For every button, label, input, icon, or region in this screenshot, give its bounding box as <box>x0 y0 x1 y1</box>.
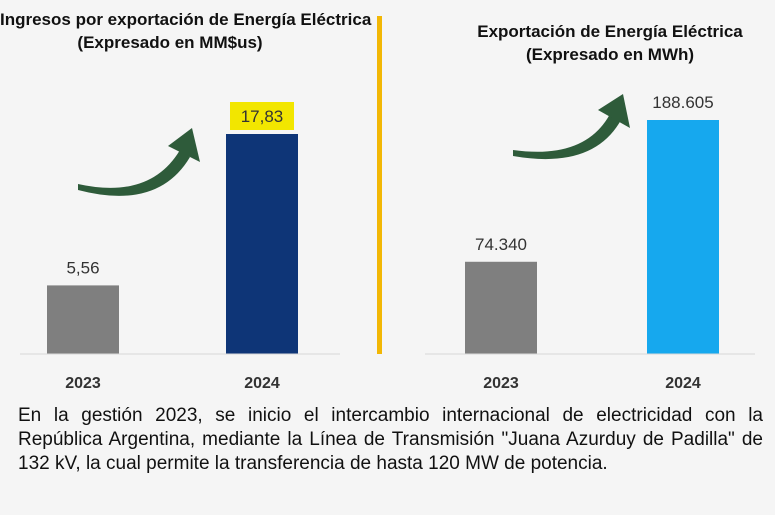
left-tick-label-2024: 2024 <box>244 375 280 392</box>
footnote-text: En la gestión 2023, se inicio el interca… <box>18 405 763 474</box>
right-bar-chart: 74.340 2023 188.605 2024 <box>425 93 755 392</box>
left-tick-label-2023: 2023 <box>65 375 101 392</box>
right-bar-2023 <box>465 261 537 354</box>
panel-divider <box>377 16 382 354</box>
right-chart-title: Exportación de Energía Eléctrica (Expres… <box>445 20 775 66</box>
left-chart-title-line1: Ingresos por exportación de Energía Eléc… <box>0 10 372 29</box>
left-value-label-2024: 17,83 <box>241 107 284 126</box>
right-chart-panel: Exportación de Energía Eléctrica (Expres… <box>395 0 775 400</box>
left-value-label-2023: 5,56 <box>66 258 99 277</box>
right-bar-2024 <box>647 120 719 354</box>
right-chart-title-line2: (Expresado en MWh) <box>525 45 695 64</box>
left-bar-2023 <box>47 285 119 354</box>
left-chart-panel: Ingresos por exportación de Energía Eléc… <box>0 0 371 400</box>
left-bar-2024 <box>226 134 298 354</box>
right-tick-label-2023: 2023 <box>483 375 519 392</box>
right-tick-label-2024: 2024 <box>665 375 701 392</box>
curved-up-arrow-icon <box>513 94 630 160</box>
right-value-label-2023: 74.340 <box>475 235 527 254</box>
left-highlight-box <box>230 102 294 130</box>
left-chart-title: Ingresos por exportación de Energía Eléc… <box>0 8 371 54</box>
left-chart-title-line2: (Expresado en MM$us) <box>77 33 263 52</box>
right-chart-title-line1: Exportación de Energía Eléctrica <box>477 22 743 41</box>
curved-up-arrow-icon <box>78 128 200 196</box>
right-value-label-2024: 188.605 <box>652 93 713 112</box>
left-bar-chart: 5,56 2023 17,83 2024 <box>20 102 340 392</box>
